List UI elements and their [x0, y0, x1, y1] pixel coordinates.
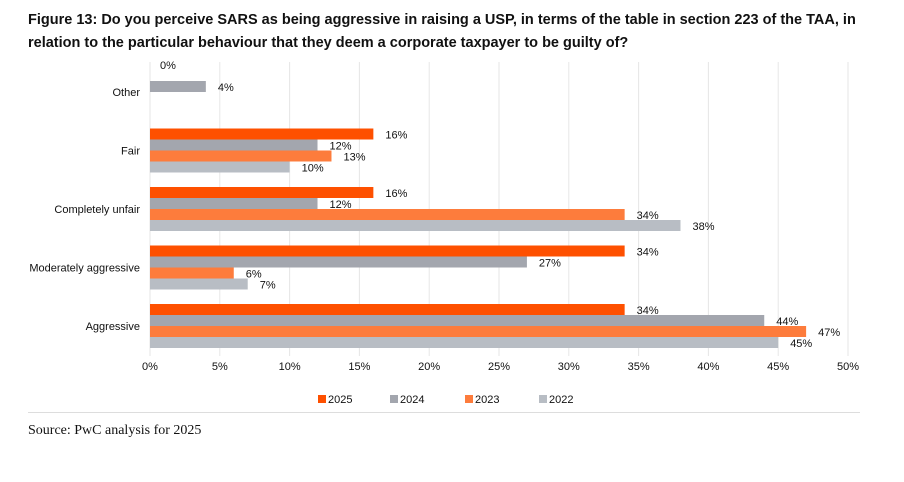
- bar-chart: 0% 5% 10% 15% 20% 25% 30% 35% 40% 45% 50% Other 0% 4%…: [29, 60, 859, 406]
- category-label: Moderately aggressive: [29, 263, 140, 275]
- data-label: 12%: [330, 141, 352, 153]
- legend-swatch-2024: [390, 395, 398, 403]
- data-label: 34%: [637, 305, 659, 317]
- x-tick-label: 5%: [212, 361, 228, 373]
- legend-label: 2022: [549, 394, 573, 406]
- data-label: 34%: [637, 247, 659, 259]
- data-label: 13%: [343, 152, 365, 164]
- divider: [28, 412, 860, 413]
- x-tick-label: 15%: [348, 361, 370, 373]
- x-tick-label: 35%: [628, 361, 650, 373]
- legend-swatch-2025: [318, 395, 326, 403]
- x-tick-label: 0%: [142, 361, 158, 373]
- legend-label: 2023: [475, 394, 499, 406]
- bar-2025: [150, 304, 625, 315]
- source-note: Source: PwC analysis for 2025: [28, 423, 202, 438]
- data-label: 0%: [160, 60, 176, 72]
- bar-2025: [150, 128, 374, 140]
- bar-2024: [150, 81, 206, 92]
- data-label: 16%: [385, 130, 407, 142]
- bar-2022: [150, 278, 248, 290]
- data-label: 16%: [385, 188, 407, 200]
- x-tick-label: 30%: [558, 361, 580, 373]
- bar-2025: [150, 245, 625, 257]
- x-tick-label: 50%: [837, 361, 859, 373]
- data-label: 4%: [218, 82, 234, 94]
- data-label: 6%: [246, 269, 262, 281]
- data-label: 38%: [692, 221, 714, 233]
- legend-swatch-2023: [465, 395, 473, 403]
- chart-title: Figure 13: Do you perceive SARS as being…: [28, 12, 856, 51]
- legend-label: 2025: [328, 394, 352, 406]
- x-tick-label: 45%: [767, 361, 789, 373]
- legend-label: 2024: [400, 394, 424, 406]
- bar-2024: [150, 139, 318, 151]
- bar-2023: [150, 209, 625, 220]
- bar-2022: [150, 161, 290, 173]
- bar-2022: [150, 337, 779, 348]
- bar-2024: [150, 256, 527, 268]
- data-label: 34%: [637, 210, 659, 222]
- category-label: Aggressive: [86, 321, 140, 333]
- data-label: 44%: [776, 316, 798, 328]
- category-label: Completely unfair: [54, 204, 140, 216]
- bar-2024: [150, 315, 765, 326]
- category-label: Fair: [121, 146, 140, 158]
- bar-2022: [150, 220, 681, 231]
- bar-2023: [150, 150, 332, 162]
- bar-2023: [150, 267, 234, 279]
- x-tick-label: 20%: [418, 361, 440, 373]
- bar-2024: [150, 198, 318, 209]
- bar-2023: [150, 326, 807, 337]
- data-label: 7%: [260, 280, 276, 292]
- bar-2025: [150, 187, 374, 198]
- data-label: 47%: [818, 327, 840, 339]
- x-tick-label: 10%: [279, 361, 301, 373]
- x-tick-label: 40%: [697, 361, 719, 373]
- data-label: 10%: [302, 163, 324, 175]
- legend-swatch-2022: [539, 395, 547, 403]
- data-label: 12%: [330, 199, 352, 211]
- data-label: 27%: [539, 258, 561, 270]
- category-label: Other: [112, 87, 140, 99]
- x-tick-label: 25%: [488, 361, 510, 373]
- data-label: 45%: [790, 338, 812, 350]
